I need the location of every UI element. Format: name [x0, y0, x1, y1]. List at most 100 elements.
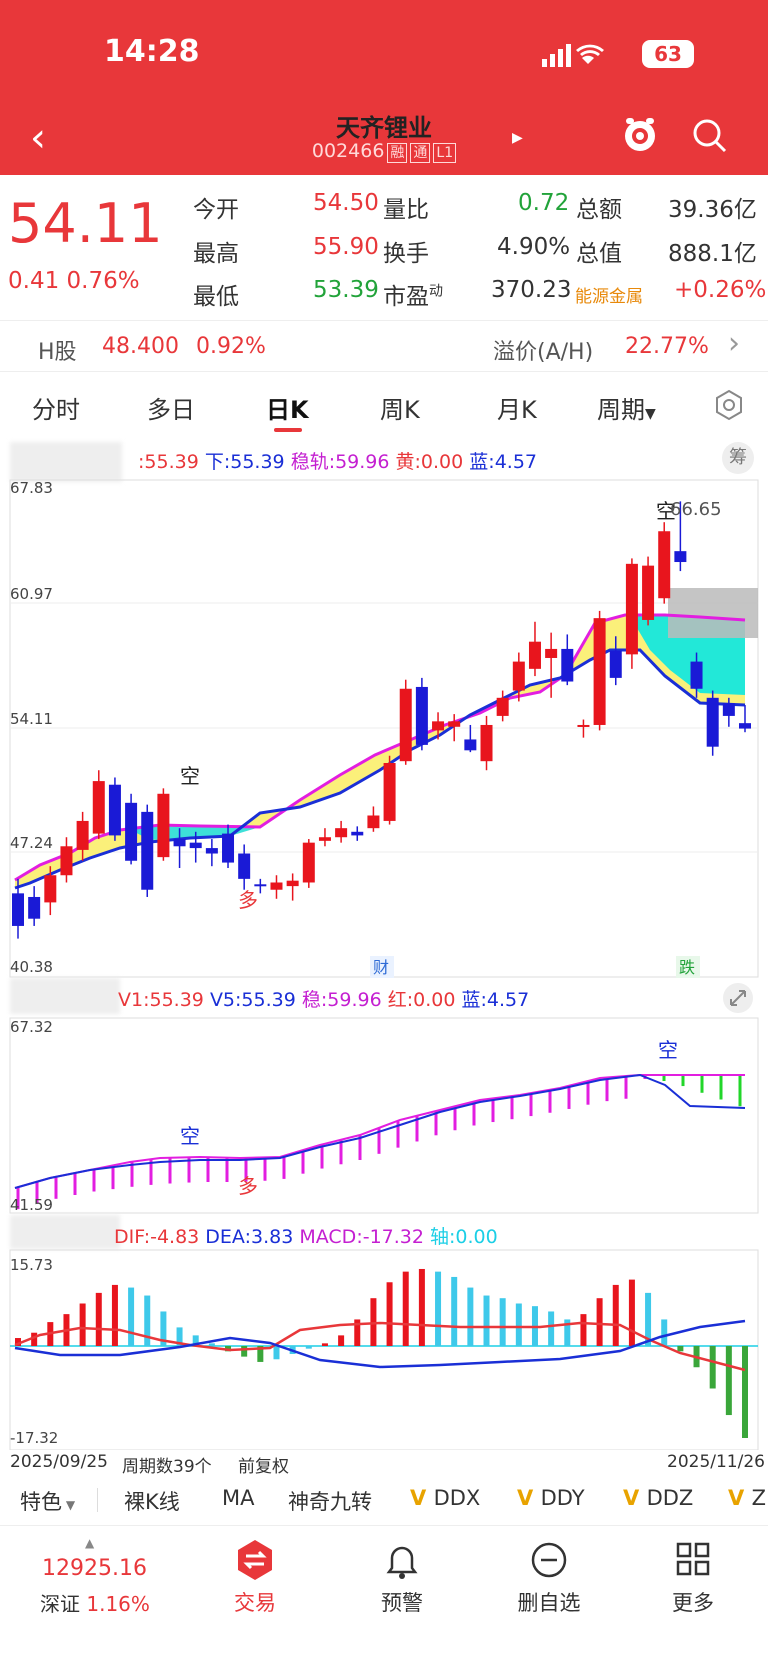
tool-special[interactable]: 特色 ▼: [20, 1486, 75, 1516]
macd-bar: [338, 1335, 345, 1346]
alarm-clock-icon[interactable]: [620, 114, 660, 154]
macd-bar: [580, 1314, 587, 1346]
sub-indicator-chart[interactable]: 空 空 多 67.32 41.59: [0, 1010, 768, 1215]
back-button[interactable]: ‹: [30, 115, 46, 161]
tab-monthly-k[interactable]: 月K: [497, 396, 537, 424]
magenta-line: [14, 613, 746, 882]
nav-alert[interactable]: 预警: [372, 1526, 432, 1617]
candle-body: [238, 853, 251, 879]
sub-legend-d: 红:0.00: [387, 989, 456, 1011]
candle-body: [270, 882, 283, 890]
candle-body: [399, 688, 412, 762]
candle-body: [674, 551, 687, 563]
candle-body: [642, 565, 655, 620]
macd-bar: [15, 1338, 21, 1346]
macd-bar: [725, 1346, 732, 1416]
tab-multiday[interactable]: 多日: [147, 396, 195, 424]
search-icon[interactable]: [690, 116, 730, 156]
caret-down-icon-2: ▼: [62, 1498, 76, 1512]
macd-bar: [321, 1343, 328, 1346]
macd-bar: [176, 1327, 183, 1346]
sub-blue-line: [14, 1073, 746, 1189]
tool-ddz[interactable]: V DDZ: [623, 1486, 693, 1510]
sub-bars-group: [16, 1075, 742, 1210]
badge-cai: 财: [373, 958, 389, 977]
tool-naked-k[interactable]: 裸K线: [124, 1490, 180, 1514]
candle-body: [108, 784, 121, 836]
value-pe: 370.23: [491, 277, 572, 303]
tab-intraday[interactable]: 分时: [32, 396, 80, 424]
stock-title: 天齐锂业: [336, 114, 432, 142]
tool-ddy[interactable]: V DDY: [517, 1486, 585, 1510]
chevron-right-icon[interactable]: ›: [728, 326, 740, 361]
badge-die-bg: [676, 956, 700, 978]
nav-trade[interactable]: 交易: [225, 1526, 285, 1617]
candle-body: [512, 661, 525, 691]
axis-adjust[interactable]: 前复权: [238, 1457, 289, 1477]
nav-more[interactable]: 更多: [663, 1526, 723, 1617]
sub-y-top: 67.32: [10, 1018, 53, 1036]
indicator-toolbar: 特色 ▼ 裸K线 MA 神奇九转 V DDX V DDY V DDZ V Z: [0, 1480, 768, 1524]
sub-legend: V1:55.39 V5:55.39 稳:59.96 红:0.00 蓝:4.57: [118, 985, 529, 1012]
candle-body: [432, 721, 445, 731]
macd-bar: [628, 1279, 635, 1346]
tab-period[interactable]: 周期▼: [597, 390, 656, 425]
vip-v-icon: V: [517, 1486, 541, 1510]
tab-weekly-k[interactable]: 周K: [380, 396, 420, 424]
play-arrow-icon[interactable]: ▶: [512, 130, 523, 146]
candle-body: [189, 842, 202, 849]
tool-ddx[interactable]: V DDX: [410, 1486, 480, 1510]
sub-legend-c: 稳:59.96: [301, 989, 382, 1011]
value-low: 53.39: [313, 277, 379, 303]
legend-a: :55.39: [138, 451, 199, 473]
macd-bar: [435, 1271, 442, 1346]
candle-body: [625, 563, 638, 655]
candle-body: [722, 703, 735, 716]
tab-daily-k[interactable]: 日K: [266, 396, 309, 424]
value-high: 55.90: [313, 234, 379, 260]
candle-body: [609, 650, 622, 678]
main-kline-chart[interactable]: 空 空 多 66.65 财 跌 67.83 60.97 54.11 47.24 …: [0, 470, 768, 980]
nav-remove-watchlist[interactable]: 删自选: [512, 1526, 586, 1617]
caret-down-icon: ▼: [645, 406, 656, 422]
vip-v-icon: V: [410, 1486, 434, 1510]
nav-trade-label: 交易: [234, 1591, 276, 1615]
macd-chart[interactable]: 15.73 -17.32: [0, 1245, 768, 1450]
settings-hexagon-icon[interactable]: [712, 388, 746, 422]
tool-magic-nine[interactable]: 神奇九转: [288, 1490, 372, 1514]
tag-tong: 通: [410, 143, 431, 163]
macd-dea-line: [14, 1319, 746, 1369]
sub-legend-b: V5:55.39: [209, 989, 296, 1011]
sector-name[interactable]: 能源金属: [575, 287, 643, 307]
index-row[interactable]: 深证 1.16%: [40, 1588, 150, 1617]
tag-l1: L1: [433, 143, 457, 163]
h-share-row[interactable]: [0, 320, 768, 372]
macd-bar: [709, 1346, 716, 1389]
tool-ddz-label: DDZ: [646, 1486, 694, 1510]
tool-z[interactable]: V Z: [728, 1486, 766, 1510]
chips-button[interactable]: 筹: [722, 442, 754, 474]
h-share-pct: 0.92%: [196, 334, 266, 359]
expand-icon[interactable]: [722, 982, 754, 1014]
tool-z-label: Z: [751, 1486, 766, 1510]
signal-wifi-icon: [542, 44, 604, 67]
candle-body: [157, 793, 170, 858]
label-volume-ratio: 量比: [383, 197, 429, 223]
signal-duo: 多: [238, 888, 258, 912]
badge-cai-bg: [370, 956, 394, 978]
macd-bar: [192, 1335, 199, 1346]
candle-body: [318, 837, 331, 841]
tool-ma[interactable]: MA: [222, 1486, 255, 1510]
index-value[interactable]: 12925.16: [42, 1556, 147, 1581]
candle-body: [141, 811, 154, 890]
tool-special-label: 特色: [20, 1490, 62, 1514]
nav-more-label: 更多: [672, 1591, 714, 1615]
axis-end-date: 2025/11/26: [667, 1452, 765, 1472]
macd-bar: [418, 1268, 425, 1346]
blurred-macd-legend-cover: [10, 1215, 120, 1249]
gray-overlay-box: [668, 588, 758, 638]
candle-body: [28, 896, 41, 919]
macd-dea: DEA:3.83: [205, 1226, 294, 1248]
premium-value: 22.77%: [625, 334, 709, 359]
macd-bar: [95, 1292, 102, 1346]
